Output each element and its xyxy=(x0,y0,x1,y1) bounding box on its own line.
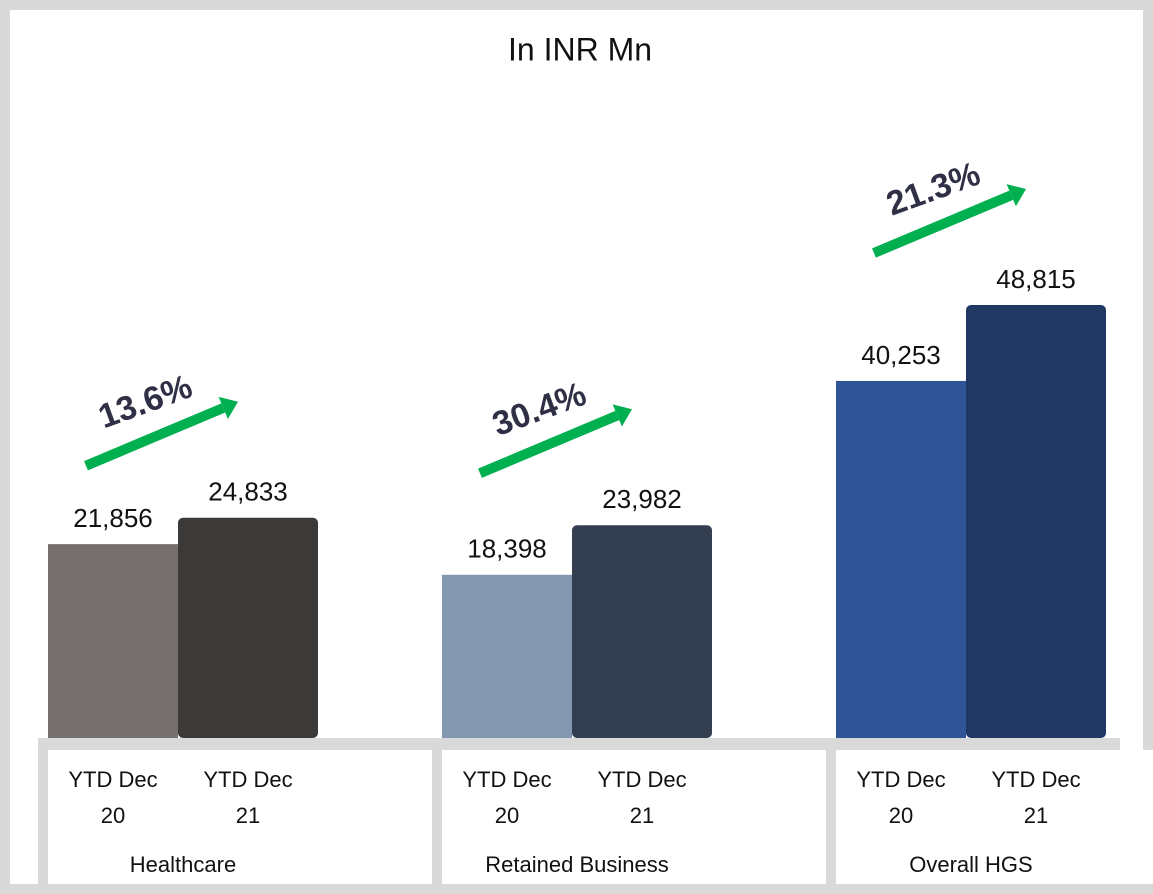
category-label: Retained Business xyxy=(485,852,668,877)
bar xyxy=(836,380,966,738)
value-label: 21,856 xyxy=(73,503,153,533)
growth-arrow-head xyxy=(218,396,238,419)
label-cell xyxy=(442,750,826,884)
value-label: 23,982 xyxy=(602,484,682,514)
category-label: Healthcare xyxy=(130,852,236,877)
bar xyxy=(966,305,1106,738)
label-cell xyxy=(836,750,1153,884)
bar xyxy=(48,544,178,738)
value-label: 24,833 xyxy=(208,477,288,507)
value-label: 18,398 xyxy=(467,534,547,564)
series-label-text: YTD Dec 21 xyxy=(203,767,293,828)
growth-arrow xyxy=(478,410,620,478)
value-label: 40,253 xyxy=(861,340,941,370)
series-label-text: YTD Dec 21 xyxy=(597,767,687,828)
series-label: YTD Dec 20 xyxy=(462,767,552,828)
growth-arrow xyxy=(872,190,1014,258)
bar xyxy=(178,517,318,738)
growth-arrow-head xyxy=(1006,184,1026,207)
series-label: YTD Dec 21 xyxy=(203,767,293,828)
bar xyxy=(572,525,712,738)
series-label-text: YTD Dec 20 xyxy=(462,767,552,828)
series-label: YTD Dec 21 xyxy=(991,767,1081,828)
series-label-text: YTD Dec 20 xyxy=(856,767,946,828)
label-cell xyxy=(48,750,432,884)
growth-arrow xyxy=(84,403,226,471)
series-label: YTD Dec 21 xyxy=(597,767,687,828)
category-label: Overall HGS xyxy=(909,852,1032,877)
bar xyxy=(442,574,572,738)
growth-arrow-head xyxy=(612,404,632,427)
series-label: YTD Dec 20 xyxy=(856,767,946,828)
value-label: 48,815 xyxy=(996,264,1076,294)
series-label-text: YTD Dec 21 xyxy=(991,767,1081,828)
series-label-text: YTD Dec 20 xyxy=(68,767,158,828)
chart-title: In INR Mn xyxy=(508,31,652,67)
series-label: YTD Dec 20 xyxy=(68,767,158,828)
